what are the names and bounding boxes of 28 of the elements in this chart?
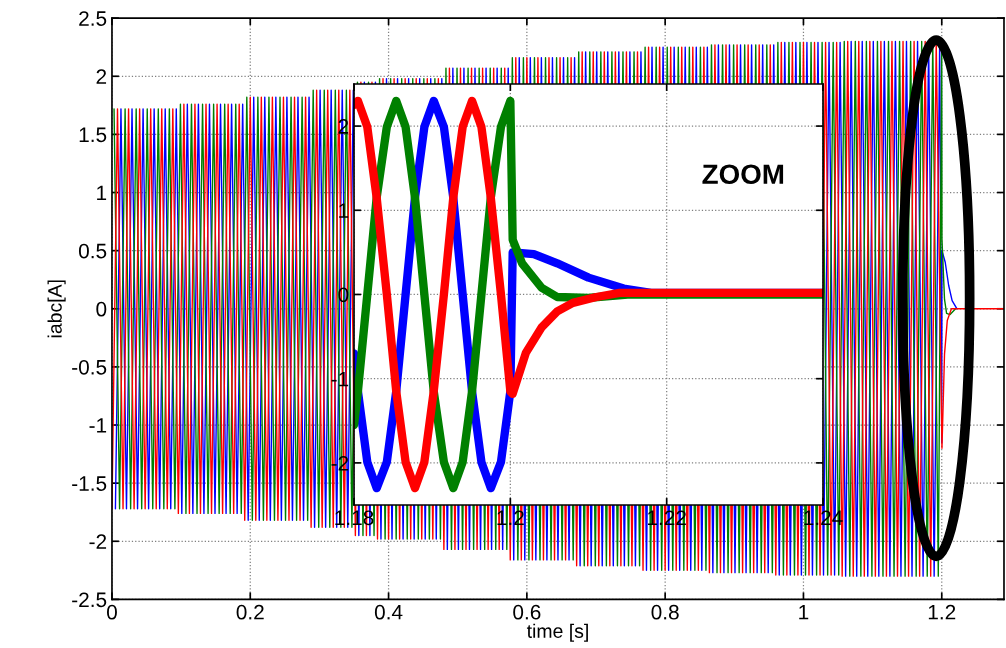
x-tick-label: 1.2 [497, 510, 524, 525]
y-tick-label: 1.5 [79, 127, 107, 143]
y-tick-label: -1 [89, 418, 107, 433]
y-tick-label: -2.5 [72, 592, 107, 608]
x-tick-label: 0 [106, 604, 117, 620]
y-tick-label: -1.5 [72, 476, 107, 491]
x-tick-label: 1.22 [647, 510, 686, 525]
x-tick-label: 1.2 [928, 604, 956, 620]
y-tick-label: -2 [331, 455, 349, 471]
x-tick-label: 0.8 [651, 604, 679, 620]
annotation: ZOOM [702, 164, 784, 185]
x-axis-title: time [s] [526, 623, 588, 642]
y-tick-label: 2 [338, 119, 349, 134]
y-tick-label: -2 [89, 534, 107, 549]
y-tick-label: 1 [97, 185, 107, 201]
x-tick-label: 0.2 [236, 604, 264, 620]
y-tick-label: 2.5 [79, 11, 107, 26]
y-tick-label: 0 [96, 301, 107, 317]
y-tick-label: 0 [338, 287, 349, 303]
y-tick-label: 0.5 [78, 243, 107, 259]
x-tick-label: 1 [799, 605, 809, 620]
y-tick-label: -0.5 [72, 359, 107, 375]
y-axis-title: iabc[A] [47, 280, 66, 338]
y-tick-label: 2 [96, 69, 107, 84]
x-tick-label: 0.6 [513, 604, 541, 620]
x-tick-label: 1.24 [804, 510, 843, 525]
y-tick-label: 1 [339, 203, 349, 218]
x-tick-label: 0.4 [374, 604, 403, 620]
